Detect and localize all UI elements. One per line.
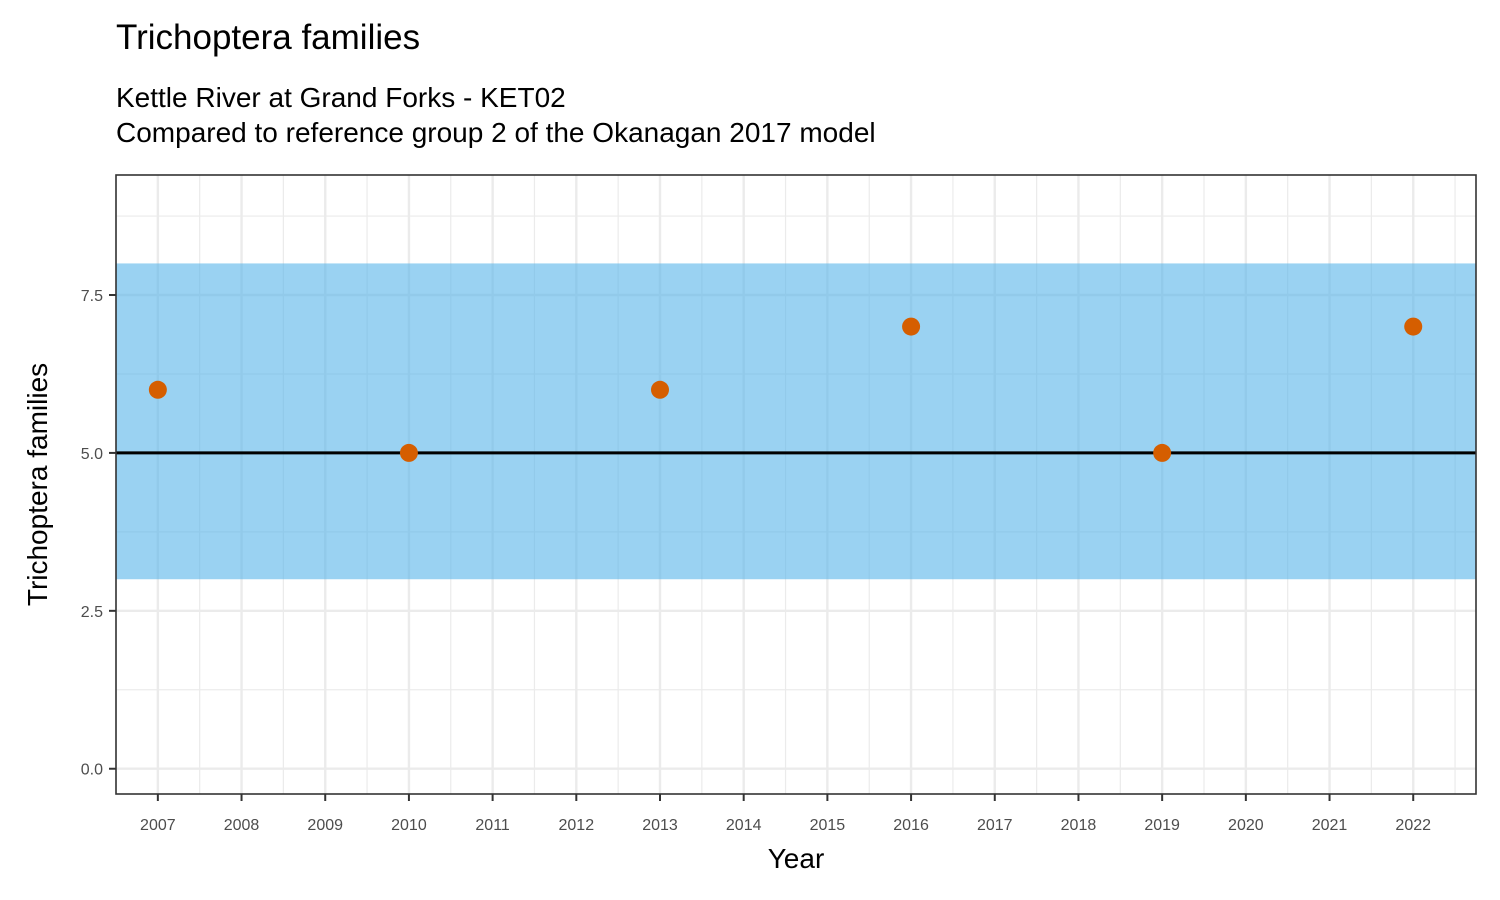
data-point xyxy=(1153,443,1172,462)
y-tick-label: 5.0 xyxy=(81,446,103,463)
data-point xyxy=(399,443,418,462)
data-point xyxy=(148,380,167,399)
chart-subtitle-site: Kettle River at Grand Forks - KET02 xyxy=(116,82,566,113)
x-tick-label: 2007 xyxy=(140,817,176,834)
x-tick-label: 2010 xyxy=(391,817,427,834)
x-tick-label: 2012 xyxy=(559,817,595,834)
y-axis-title: Trichoptera families xyxy=(22,363,53,606)
reference-band xyxy=(116,263,1476,580)
x-tick-label: 2016 xyxy=(893,817,929,834)
x-tick-label: 2011 xyxy=(475,817,510,834)
data-point xyxy=(651,380,669,399)
chart-title: Trichoptera families xyxy=(116,18,421,57)
x-axis-title: Year xyxy=(768,843,825,874)
x-tick-label: 2015 xyxy=(810,817,846,834)
x-tick-label: 2008 xyxy=(224,817,260,834)
data-points xyxy=(148,317,1423,462)
y-tick-label: 7.5 xyxy=(81,288,103,305)
y-tick-label: 2.5 xyxy=(81,604,103,621)
x-tick-label: 2017 xyxy=(977,817,1013,834)
y-tick-label: 0.0 xyxy=(81,762,103,779)
data-point xyxy=(902,317,921,336)
x-tick-label: 2009 xyxy=(307,817,343,834)
y-axis: 0.0 2.5 5.0 7.5 xyxy=(81,288,116,779)
x-tick-label: 2021 xyxy=(1312,817,1348,834)
x-tick-label: 2022 xyxy=(1395,817,1431,834)
x-tick-label: 2013 xyxy=(642,817,678,834)
x-tick-label: 2014 xyxy=(726,817,762,834)
chart-subtitle-model: Compared to reference group 2 of the Oka… xyxy=(116,117,876,148)
x-axis: 2007 2008 2009 2010 2011 2012 2013 2014 2015 2016… xyxy=(140,794,1431,834)
x-tick-label: 2019 xyxy=(1144,817,1180,834)
data-point xyxy=(1404,317,1423,336)
panel-border xyxy=(115,174,1477,795)
x-tick-label: 2020 xyxy=(1228,817,1264,834)
x-tick-label: 2018 xyxy=(1061,817,1097,834)
